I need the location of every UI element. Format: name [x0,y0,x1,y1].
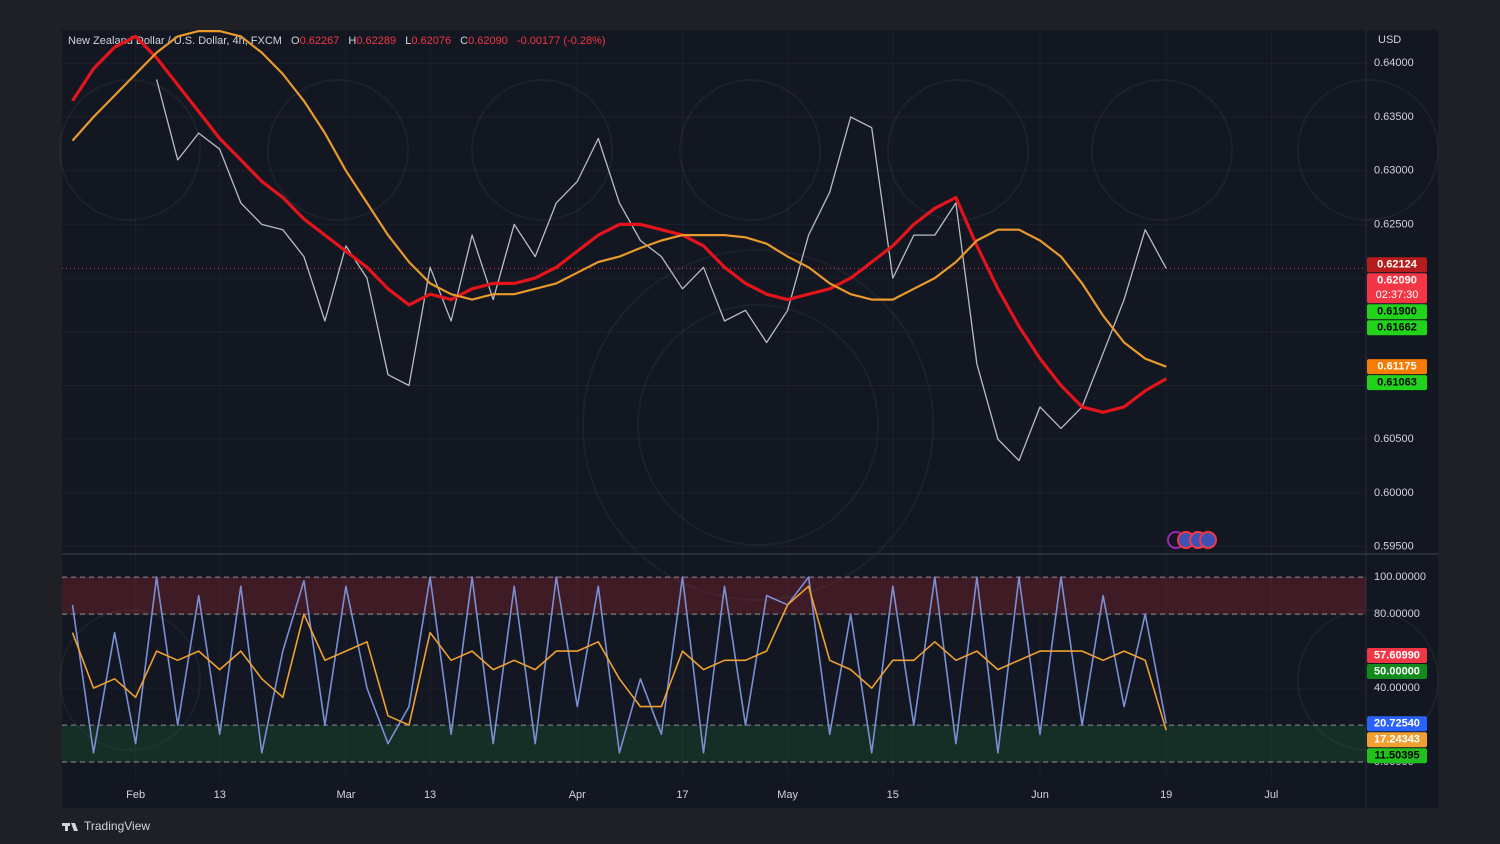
value-tag [1367,257,1427,273]
value-tag [1367,320,1427,336]
value-tag [1367,304,1427,320]
chart-panel [62,30,1438,808]
ohlc-key: H [348,35,356,47]
value-tag-label: 0.62124 [1377,259,1418,271]
y-tick-label: 0.60000 [1374,487,1414,499]
value-tag-label: 0.61900 [1377,306,1417,318]
ohlc-key: O [291,35,300,47]
countdown-label: 02:37:30 [1376,289,1419,301]
value-tag [1367,663,1427,679]
ohlc-value: 0.62090 [468,35,508,47]
x-tick-label: Feb [126,789,145,801]
value-tag-label: 17.24343 [1374,734,1420,746]
x-tick-label: 13 [424,789,436,801]
ohlc-value: 0.62289 [356,35,396,47]
y-tick-label: 0.60500 [1374,433,1414,445]
band [62,725,1366,763]
ohlc-key: C [460,35,468,47]
ohlc-key: L [405,35,411,47]
value-tag [1367,375,1427,391]
watermark [267,79,409,221]
y-tick-label: 100.00000 [1374,571,1426,583]
value-tag [1367,359,1427,375]
value-tag [1367,273,1427,304]
watermark [679,79,821,221]
watermark [59,609,201,751]
series-line [71,34,1167,414]
symbol-title: New Zealand Dollar / U.S. Dollar, 4h, FX… [68,35,282,47]
value-tag [1367,748,1427,764]
value-tag [1367,716,1427,732]
watermark [1091,79,1233,221]
watermark [1297,79,1439,221]
value-tag-label: 11.50395 [1374,750,1419,762]
watermark [582,249,934,601]
brand: TradingView [84,819,150,833]
y-tick-label: 80.00000 [1374,608,1420,620]
watermark [637,304,879,546]
x-tick-label: 19 [1160,789,1172,801]
y-tick-label: 0.59500 [1374,540,1414,552]
value-tag-label: 57.60990 [1374,649,1420,661]
x-tick-label: 15 [887,789,899,801]
event-icon[interactable] [1199,531,1217,549]
value-tag-label: 0.61175 [1377,361,1416,373]
band [62,577,1366,615]
x-tick-label: 17 [676,789,688,801]
footer-logo [62,823,78,831]
event-icons[interactable] [1167,531,1217,549]
price-change: -0.00177 (-0.28%) [517,35,606,47]
value-tag-label: 0.62090 [1377,275,1417,287]
series-line [71,585,1167,731]
logo-part [71,823,78,831]
value-tag [1367,732,1427,748]
value-tag-label: 0.61063 [1377,377,1417,389]
x-tick-label: Apr [569,789,586,801]
watermarks [59,79,1439,751]
x-tick-label: 13 [214,789,226,801]
value-tag-label: 20.72540 [1374,718,1420,730]
series-line [71,576,1167,754]
value-tag [1367,647,1427,663]
value-tag-label: 50.00000 [1374,665,1420,677]
logo-part [65,823,68,831]
currency-unit: USD [1378,34,1401,46]
chart-header: New Zealand Dollar / U.S. Dollar, 4h, FX… [68,35,606,47]
ohlc-value: 0.62267 [300,35,340,47]
x-tick-label: May [777,789,798,801]
y-tick-label: 0.63000 [1374,165,1414,177]
x-tick-label: Jun [1031,789,1049,801]
watermark [471,79,613,221]
series-line [155,79,1167,462]
y-tick-label: 0.62500 [1374,218,1414,230]
y-tick-label: 0.63500 [1374,111,1414,123]
value-tag-label: 0.61662 [1377,322,1417,334]
x-tick-label: Mar [336,789,355,801]
y-tick-label: 40.00000 [1374,682,1420,694]
x-tick-label: Jul [1264,789,1278,801]
series-line [71,30,1167,368]
ohlc-value: 0.62076 [411,35,451,47]
y-tick-label: 0.64000 [1374,57,1414,69]
